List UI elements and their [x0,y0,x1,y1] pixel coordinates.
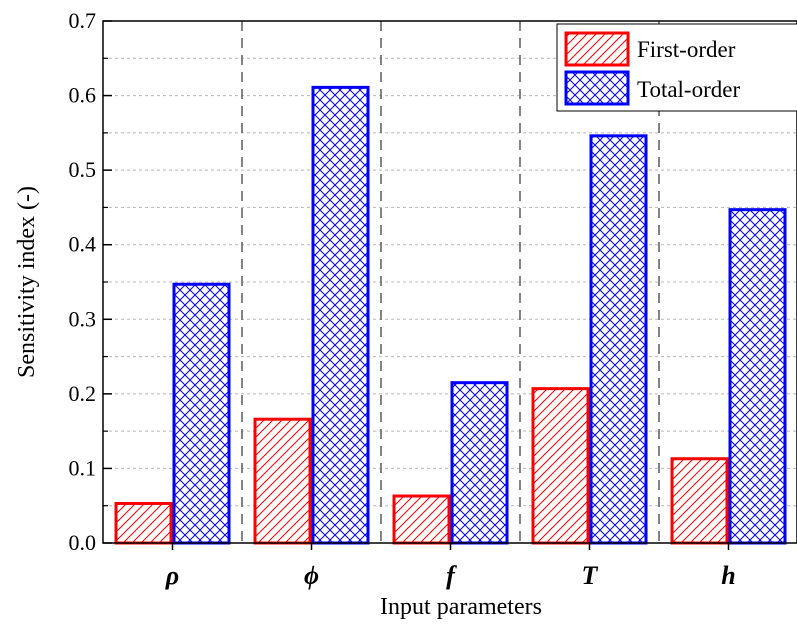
labels-layer: Input parameters Sensitivity index (-) [14,186,542,620]
x-tick-label: T [582,561,599,590]
bar-total-order-3 [450,381,509,545]
bar-total-order-1 [172,282,231,545]
bar-total-order-4 [589,134,648,545]
x-tick-label: f [446,561,457,590]
y-tick-label: 0.3 [69,306,97,331]
x-tick-label: ρ [165,561,179,590]
bar-total-order-2 [311,85,370,545]
legend: First-order Total-order [556,23,797,112]
y-tick-label: 0.2 [69,381,97,406]
y-tick-label: 0.0 [69,530,97,555]
legend-label-total-order: Total-order [637,77,740,102]
x-tick-label: h [721,561,735,590]
bar-total-order-5 [728,208,787,545]
bar-first-order-1 [114,501,173,545]
y-tick-label: 0.5 [69,157,97,182]
legend-swatch-first-order [564,31,630,67]
y-tick-label: 0.1 [69,455,97,480]
y-tick-label: 0.4 [69,232,97,257]
y-tick-label: 0.6 [69,83,97,108]
y-tick-label: 0.7 [69,8,97,33]
legend-label-first-order: First-order [637,37,736,62]
bar-first-order-4 [531,387,590,545]
bar-first-order-3 [392,494,451,545]
y-axis-title: Sensitivity index (-) [14,186,40,378]
x-tick-label: ϕ [304,561,319,590]
bars-layer [114,85,787,545]
legend-swatch-total-order [564,70,630,106]
bar-first-order-5 [670,457,729,545]
bar-first-order-2 [253,417,312,545]
x-axis-title: Input parameters [380,594,542,620]
